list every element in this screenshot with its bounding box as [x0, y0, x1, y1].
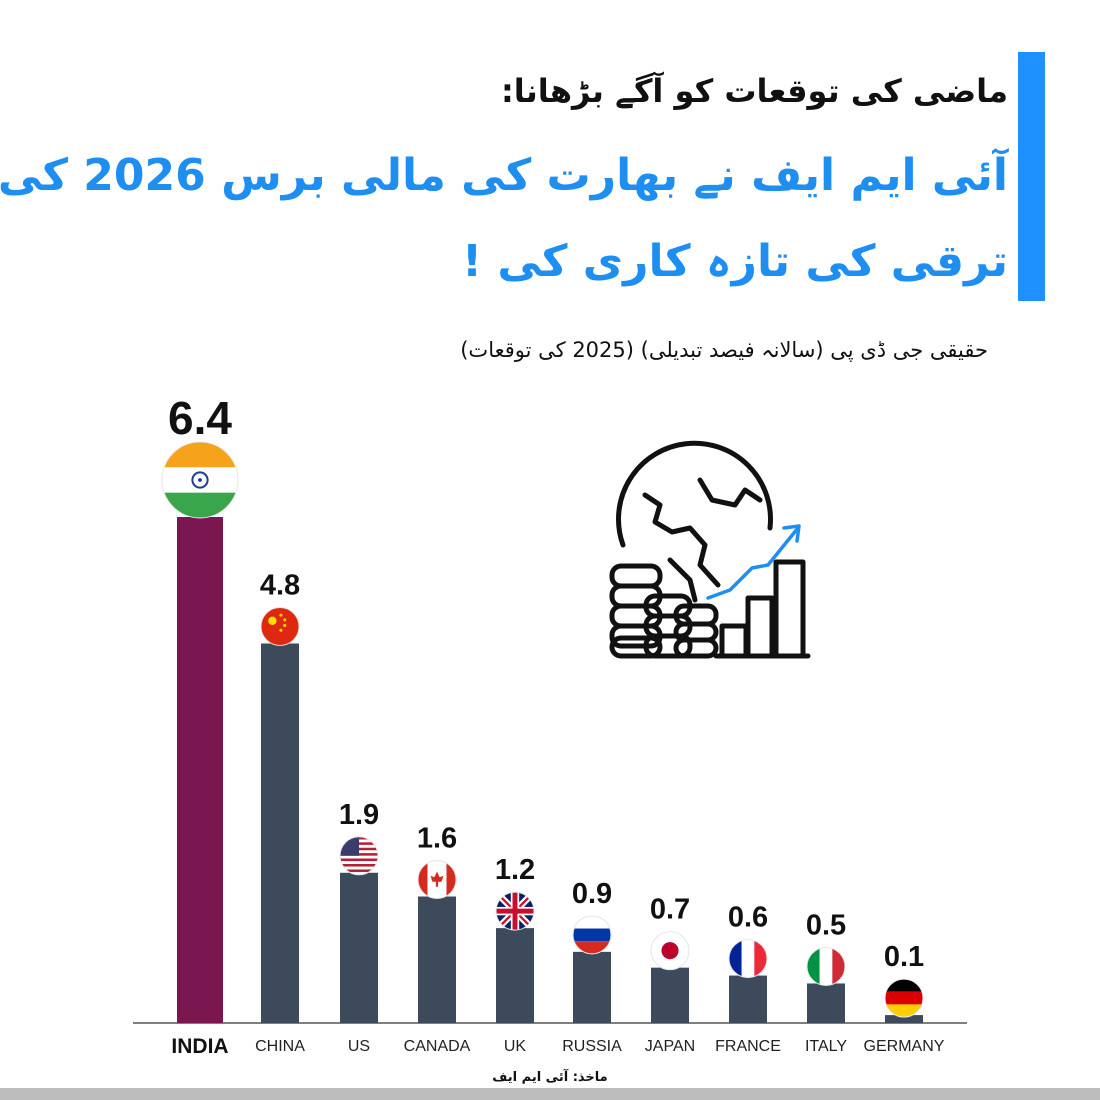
- growth-arrow-icon: [706, 524, 801, 600]
- value-label-india: 6.4: [168, 392, 232, 444]
- bar-india: [177, 517, 223, 1023]
- bar-france: [729, 975, 767, 1023]
- us-flag-icon: [339, 836, 379, 876]
- category-label-us: US: [348, 1038, 370, 1055]
- france-flag-icon: [728, 939, 768, 979]
- value-label-canada: 1.6: [417, 823, 457, 855]
- category-label-japan: JAPAN: [645, 1038, 695, 1055]
- title-accent-bar: [1018, 52, 1045, 301]
- category-label-uk: UK: [504, 1038, 527, 1055]
- bar-japan: [651, 967, 689, 1023]
- value-label-france: 0.6: [728, 902, 768, 934]
- value-label-us: 1.9: [339, 799, 379, 831]
- category-label-russia: RUSSIA: [562, 1038, 622, 1055]
- category-label-canada: CANADA: [404, 1038, 471, 1055]
- canada-flag-icon: [417, 860, 457, 899]
- value-label-china: 4.8: [260, 570, 300, 602]
- china-flag-icon: [260, 607, 300, 646]
- source-note: ماخذ: آئی ایم ایف: [492, 1070, 608, 1085]
- bar-italy: [807, 983, 845, 1023]
- italy-flag-icon: [806, 946, 846, 986]
- bar-china: [261, 643, 299, 1023]
- headline-title-line-1: آئی ایم ایف نے بھارت کی مالی برس 2026 کی: [0, 150, 1008, 201]
- bar-us: [340, 872, 378, 1023]
- headline-kicker: ماضی کی توقعات کو آگے بڑھانا:: [500, 72, 1008, 110]
- bottom-strip: [0, 1088, 1100, 1100]
- category-label-italy: ITALY: [805, 1038, 847, 1055]
- bar-uk: [496, 928, 534, 1023]
- value-label-germany: 0.1: [884, 941, 924, 973]
- bar-russia: [573, 951, 611, 1023]
- value-label-japan: 0.7: [650, 894, 690, 926]
- category-label-france: FRANCE: [715, 1038, 781, 1055]
- russia-flag-icon: [572, 915, 612, 955]
- japan-flag-icon: [650, 931, 690, 971]
- category-label-india: INDIA: [171, 1035, 228, 1058]
- category-label-germany: GERMANY: [864, 1038, 945, 1055]
- chart-subtitle: حقیقی جی ڈی پی (سالانہ فیصد تبدیلی) (202…: [460, 338, 988, 362]
- germany-flag-icon: [884, 978, 924, 1018]
- value-label-uk: 1.2: [495, 854, 535, 886]
- bar-germany: [885, 1015, 923, 1023]
- globe-coins-growth-icon: [609, 440, 811, 659]
- value-label-russia: 0.9: [572, 878, 612, 910]
- category-label-china: CHINA: [255, 1038, 305, 1055]
- bar-canada: [418, 896, 456, 1023]
- uk-flag-icon: [495, 891, 535, 931]
- india-flag-icon: [161, 441, 239, 519]
- value-label-italy: 0.5: [806, 909, 846, 941]
- headline-title-line-2: ترقی کی تازہ کاری کی !: [461, 236, 1008, 287]
